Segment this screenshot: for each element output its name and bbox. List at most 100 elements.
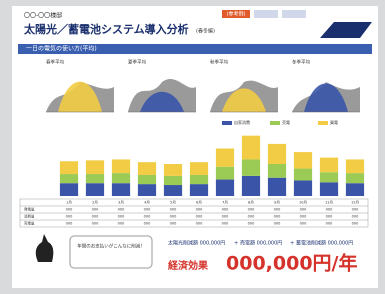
- panel-label: 冬季平均: [292, 59, 310, 66]
- cell: 000: [326, 208, 333, 212]
- cell: 000: [118, 208, 125, 212]
- bar-segment: [320, 158, 338, 173]
- effect-amount: 000,000円/年: [226, 252, 357, 275]
- bar-segment: [294, 152, 312, 168]
- bar-segment: [268, 178, 286, 196]
- cell: 000: [300, 215, 307, 219]
- bar-segment: [268, 144, 286, 164]
- bar-segment: [216, 180, 234, 196]
- bar-segment: [190, 175, 208, 184]
- row-label: 売電量: [24, 221, 35, 226]
- month-header: 4月: [144, 200, 150, 205]
- edition: (春冬編): [196, 28, 215, 35]
- cell: 000: [196, 215, 203, 219]
- bar-segment: [112, 159, 130, 173]
- cell: 000: [92, 222, 99, 226]
- cell: 000: [326, 222, 333, 226]
- bar-segment: [60, 174, 78, 183]
- summary-item: 太陽光削減額 000,000円: [168, 240, 225, 247]
- section-title: 一日の電気の使い方(平均): [26, 45, 97, 53]
- cell: 000: [248, 208, 255, 212]
- effect-label: 経済効果: [168, 259, 209, 272]
- cell: 000: [66, 222, 73, 226]
- cell: 000: [144, 208, 151, 212]
- bar-segment: [190, 162, 208, 175]
- bar-segment: [164, 185, 182, 196]
- month-header: 12月: [351, 200, 359, 205]
- bar-segment: [320, 172, 338, 182]
- bar-segment: [60, 183, 78, 196]
- cell: 000: [144, 222, 151, 226]
- bar-segment: [138, 162, 156, 175]
- bar-segment: [320, 182, 338, 196]
- month-header: 3月: [118, 200, 124, 205]
- cell: 000: [66, 215, 73, 219]
- cell: 000: [274, 222, 281, 226]
- bar-segment: [346, 173, 364, 183]
- bubble-text: 年間のお支払いがこんなに削減！: [77, 243, 145, 250]
- bar-segment: [268, 164, 286, 178]
- bar-segment: [164, 176, 182, 185]
- cell: 000: [92, 208, 99, 212]
- legend-swatch: [318, 121, 328, 125]
- legend-label: 売電: [282, 119, 290, 125]
- cell: 000: [196, 208, 203, 212]
- legend-swatch: [270, 121, 280, 125]
- bar-segment: [112, 183, 130, 196]
- bar-segment: [60, 161, 78, 174]
- bar-segment: [346, 183, 364, 196]
- cell: 000: [274, 215, 281, 219]
- cell: 000: [170, 215, 177, 219]
- month-header: 1月: [66, 200, 72, 205]
- bar-segment: [112, 173, 130, 183]
- cell: 000: [300, 208, 307, 212]
- cell: 000: [222, 215, 229, 219]
- bar-segment: [138, 184, 156, 196]
- row-label: 消費量: [24, 214, 35, 219]
- cell: 000: [352, 215, 359, 219]
- cell: 000: [118, 215, 125, 219]
- legend-label: 買電: [330, 120, 338, 125]
- bar-segment: [294, 169, 312, 181]
- row-label: 発電量: [24, 207, 35, 212]
- cell: 000: [352, 222, 359, 226]
- panel-label: 夏季平均: [128, 59, 146, 66]
- cell: 000: [170, 208, 177, 212]
- month-header: 11月: [325, 200, 333, 205]
- bar-segment: [242, 176, 260, 196]
- cell: 000: [66, 208, 73, 212]
- cell: 000: [222, 208, 229, 212]
- bar-segment: [138, 175, 156, 184]
- month-header: 7月: [222, 200, 228, 205]
- cell: 000: [118, 222, 125, 226]
- legend-label: 自家消費: [234, 119, 250, 125]
- bar-segment: [86, 183, 104, 196]
- cell: 000: [326, 215, 333, 219]
- cell: 000: [144, 215, 151, 219]
- bar-segment: [216, 148, 234, 166]
- cell: 000: [274, 208, 281, 212]
- legend-swatch: [222, 121, 232, 125]
- document: 〇〇-〇〇様邸 太陽光／蓄電池システム導入分析 (春冬編) (参考例) 一日の電…: [0, 0, 385, 294]
- tab: [254, 10, 278, 18]
- plus: +: [290, 241, 294, 247]
- bar-segment: [164, 164, 182, 176]
- bubble: [70, 236, 152, 268]
- summary-item: 蓄電池削減額 000,000円: [296, 240, 353, 247]
- cell: 000: [170, 222, 177, 226]
- month-header: 8月: [248, 200, 254, 205]
- bar-segment: [346, 159, 364, 173]
- customer: 〇〇-〇〇様邸: [24, 12, 62, 20]
- bar-segment: [242, 159, 260, 175]
- title: 太陽光／蓄電池システム導入分析: [23, 22, 189, 36]
- bar-segment: [216, 167, 234, 180]
- month-header: 6月: [196, 200, 202, 205]
- page: 〇〇-〇〇様邸 太陽光／蓄電池システム導入分析 (春冬編) (参考例) 一日の電…: [0, 0, 385, 294]
- plus: +: [234, 241, 238, 247]
- month-header: 2月: [92, 200, 98, 205]
- month-header: 9月: [274, 200, 280, 205]
- cell: 000: [352, 208, 359, 212]
- bar-segment: [190, 184, 208, 196]
- panel-label: 秋季平均: [210, 59, 228, 66]
